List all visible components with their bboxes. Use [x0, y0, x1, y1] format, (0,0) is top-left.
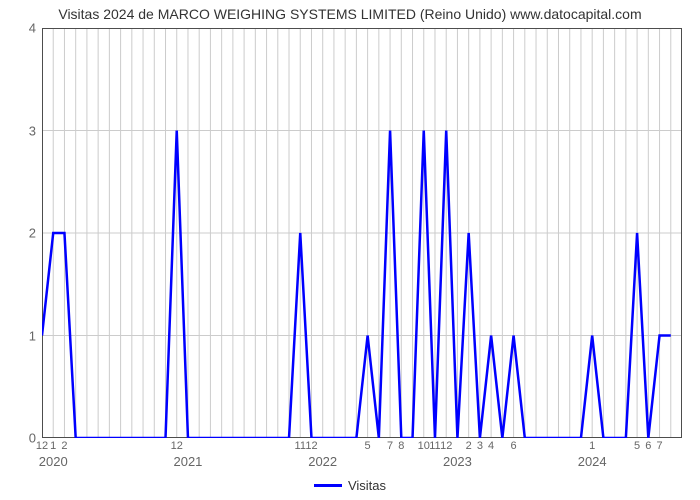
x-tick-label: 3: [477, 438, 483, 452]
chart-svg: [42, 28, 682, 438]
x-year-label: 2024: [578, 454, 607, 469]
x-tick-label: 1: [589, 438, 595, 452]
y-tick-label: 1: [29, 328, 42, 343]
x-tick-label: 1: [50, 438, 56, 452]
x-tick-label: 11: [295, 438, 306, 452]
x-tick-label: 4: [488, 438, 494, 452]
x-year-label: 2020: [39, 454, 68, 469]
y-tick-label: 3: [29, 123, 42, 138]
chart-title: Visitas 2024 de MARCO WEIGHING SYSTEMS L…: [0, 6, 700, 22]
x-tick-label: 12: [36, 438, 48, 452]
x-tick-label: 7: [387, 438, 393, 452]
chart-legend: Visitas: [0, 478, 700, 493]
x-tick-label: 10: [418, 438, 430, 452]
x-tick-label: 6: [645, 438, 651, 452]
chart-plot-area: 0123412121211125781011122346156720202021…: [42, 28, 682, 438]
x-tick-label: 8: [398, 438, 404, 452]
legend-swatch: [314, 484, 342, 487]
y-tick-label: 2: [29, 226, 42, 241]
x-tick-label: 12: [305, 438, 317, 452]
x-year-label: 2022: [308, 454, 337, 469]
x-year-label: 2023: [443, 454, 472, 469]
x-tick-label: 2: [61, 438, 67, 452]
x-tick-label: 11: [429, 438, 440, 452]
x-tick-label: 12: [440, 438, 452, 452]
x-tick-label: 7: [656, 438, 662, 452]
x-tick-label: 12: [171, 438, 183, 452]
x-tick-label: 5: [365, 438, 371, 452]
x-year-label: 2021: [173, 454, 202, 469]
x-tick-label: 2: [466, 438, 472, 452]
x-tick-label: 6: [511, 438, 517, 452]
y-tick-label: 4: [29, 21, 42, 36]
x-tick-label: 5: [634, 438, 640, 452]
legend-label: Visitas: [348, 478, 386, 493]
